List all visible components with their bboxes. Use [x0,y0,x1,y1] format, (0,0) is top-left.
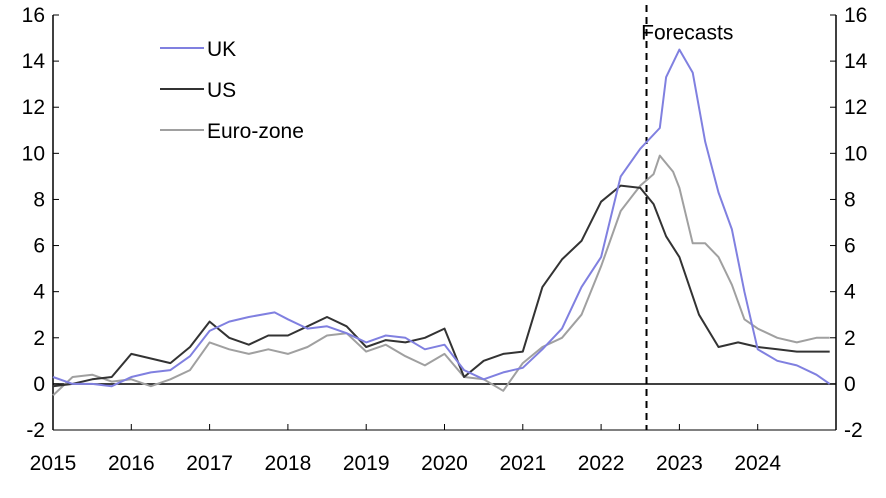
y-tick-right-label: 4 [844,281,856,304]
y-tick-left-label: 12 [22,96,45,119]
y-axis-right: -2 0 2 4 6 8 10 12 14 16 [830,4,868,442]
series-line-euro-zone [52,154,830,397]
y-tick-left-label: 4 [33,281,45,304]
y-tick-right-label: 14 [844,50,868,73]
x-tick-label: 2018 [265,452,312,475]
y-tick-right-label: 16 [844,4,867,27]
y-tick-right-label: 8 [844,188,856,211]
x-tick-label: 2016 [108,452,155,475]
x-tick-label: 2019 [343,452,390,475]
x-tick-label: 2020 [421,452,468,475]
y-tick-right-label: 6 [844,235,856,258]
y-tick-right-label: 0 [844,373,856,396]
y-tick-left-label: 10 [22,142,45,165]
series-line-us [52,184,830,388]
series-line-uk [52,48,831,388]
y-tick-left-label: 6 [33,235,45,258]
x-axis: 2015 2016 2017 2018 2019 2020 2021 2022 2023 2024 [30,424,781,475]
x-tick-label: 2017 [186,452,233,475]
y-tick-right-label: -2 [844,419,863,442]
plot-frame [52,15,837,431]
x-tick-label: 2015 [30,452,77,475]
forecast-label: Forecasts [641,22,733,45]
legend: UK US Euro-zone [160,38,304,143]
legend-item-uk: UK [160,38,236,61]
legend-item-us: US [160,79,236,102]
legend-label-euro-zone: Euro-zone [207,120,304,143]
y-tick-right-label: 2 [844,327,856,350]
y-tick-left-label: -2 [26,419,45,442]
y-tick-left-label: 16 [22,4,45,27]
x-tick-label: 2022 [578,452,625,475]
y-tick-right-label: 10 [844,142,867,165]
y-tick-left-label: 14 [22,50,46,73]
y-tick-right-label: 12 [844,96,867,119]
y-tick-left-label: 2 [33,327,45,350]
legend-label-uk: UK [207,38,236,61]
y-tick-left-label: 0 [33,373,45,396]
legend-label-us: US [207,79,236,102]
x-tick-label: 2024 [734,452,781,475]
y-tick-left-label: 8 [33,188,45,211]
x-tick-label: 2023 [656,452,703,475]
legend-item-euro-zone: Euro-zone [160,120,304,143]
x-tick-label: 2021 [499,452,546,475]
y-axis-left: -2 0 2 4 6 8 10 12 14 16 [22,4,59,442]
series-group [52,48,831,397]
